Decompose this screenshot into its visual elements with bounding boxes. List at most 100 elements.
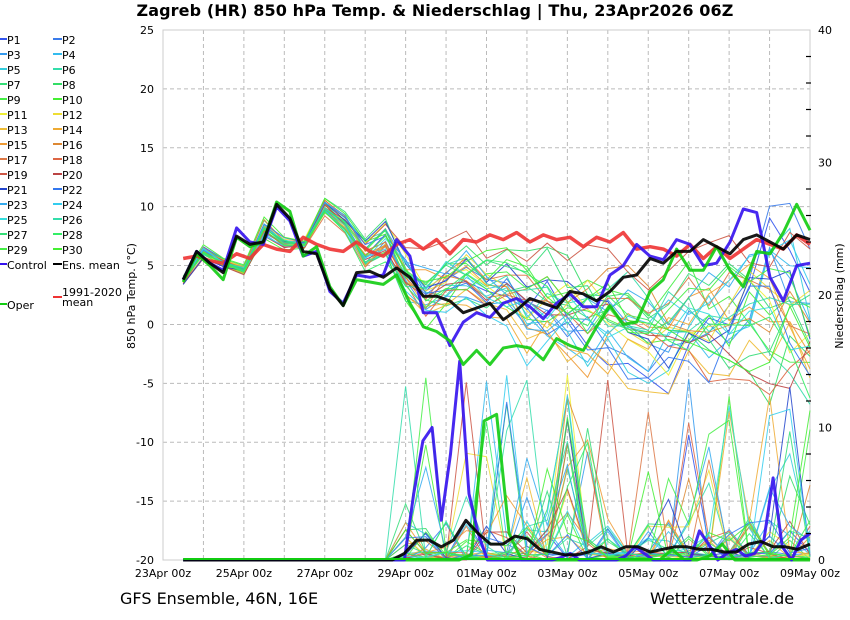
x-tick-label: 09May 00z xyxy=(780,567,840,580)
legend-item: Ens. mean xyxy=(53,259,120,271)
x-tick-label: 27Apr 00z xyxy=(297,567,354,580)
legend-swatch xyxy=(0,303,7,305)
member-precip-line xyxy=(183,380,811,561)
legend-item: P7 xyxy=(0,79,21,91)
legend-item: P29 xyxy=(0,244,28,256)
x-tick-label: 01May 00z xyxy=(456,567,516,580)
legend-item: P9 xyxy=(0,94,21,106)
ens-mean-temp-line xyxy=(181,202,811,322)
legend-label: Ens. mean xyxy=(62,258,120,272)
oper-temp-line xyxy=(181,200,812,366)
y-tick-label: 10 xyxy=(140,201,154,214)
member-temp-line xyxy=(182,208,811,367)
legend-item: P5 xyxy=(0,64,21,76)
legend-item: Control xyxy=(0,259,47,271)
chart-title: Zagreb (HR) 850 hPa Temp. & Niederschlag… xyxy=(136,1,734,20)
legend-swatch xyxy=(53,173,62,175)
legend-item: P13 xyxy=(0,124,28,136)
x-tick-label: 25Apr 00z xyxy=(216,567,273,580)
legend-item: P30 xyxy=(53,244,83,256)
legend-swatch xyxy=(53,263,62,265)
legend-swatch xyxy=(53,158,62,160)
member-temp-line xyxy=(182,198,811,346)
y-tick-label: -15 xyxy=(136,495,154,508)
y2-tick-label: 10 xyxy=(818,422,832,435)
x-tick-label: 07May 00z xyxy=(699,567,759,580)
legend-label: P18 xyxy=(62,153,83,167)
x-tick-label: 29Apr 00z xyxy=(377,567,434,580)
legend-item: P20 xyxy=(53,169,83,181)
legend-label: Oper xyxy=(7,298,34,312)
legend-label: P22 xyxy=(62,183,83,197)
legend-label: P11 xyxy=(7,108,28,122)
legend-swatch xyxy=(53,113,62,115)
legend-label: P9 xyxy=(7,93,21,107)
legend-item: P3 xyxy=(0,49,21,61)
member-temp-line xyxy=(182,203,811,389)
legend-item: P23 xyxy=(0,199,28,211)
x-axis: 23Apr 00z 25Apr 00z 27Apr 00z 29Apr 00z 01Ma… xyxy=(135,567,840,580)
legend-item: P25 xyxy=(0,214,28,226)
y-tick-label: 15 xyxy=(140,142,154,155)
legend-swatch xyxy=(53,68,62,70)
y2-tick-label: 30 xyxy=(818,157,832,170)
member-precip-line xyxy=(183,377,811,561)
legend-swatch xyxy=(0,233,7,235)
legend-swatch xyxy=(53,128,62,130)
legend-item: P19 xyxy=(0,169,28,181)
legend-item: P1 xyxy=(0,34,21,46)
legend-swatch xyxy=(0,218,7,220)
legend-swatch xyxy=(0,68,7,70)
legend-label: P2 xyxy=(62,33,76,47)
y-tick-label: -5 xyxy=(143,377,154,390)
x-tick-label: 05May 00z xyxy=(618,567,678,580)
legend-label: P29 xyxy=(7,243,28,257)
legend-label: P25 xyxy=(7,213,28,227)
legend-label: P21 xyxy=(7,183,28,197)
member-temp-line xyxy=(182,207,811,351)
legend-swatch xyxy=(53,233,62,235)
legend-label: P4 xyxy=(62,48,76,62)
legend-label: P7 xyxy=(7,78,21,92)
legend-item: P14 xyxy=(53,124,83,136)
x-tick-label: 23Apr 00z xyxy=(135,567,192,580)
legend-swatch xyxy=(0,248,7,250)
x-tick-label: 03May 00z xyxy=(537,567,597,580)
source-credit: Wetterzentrale.de xyxy=(650,589,795,608)
legend-swatch xyxy=(0,38,7,40)
legend-swatch xyxy=(0,173,7,175)
y-tick-label: 25 xyxy=(140,24,154,37)
member-temp-line xyxy=(182,209,811,369)
legend-swatch xyxy=(0,128,7,130)
legend-item: P26 xyxy=(53,214,83,226)
y2-tick-label: 40 xyxy=(818,24,832,37)
climatology-line xyxy=(182,230,812,265)
y2-axis-label: Niederschlag (mm) xyxy=(833,243,846,348)
legend-item: P8 xyxy=(53,79,76,91)
y-tick-label: 0 xyxy=(147,318,154,331)
legend-label: P13 xyxy=(7,123,28,137)
legend-swatch xyxy=(0,53,7,55)
legend-item: P6 xyxy=(53,64,76,76)
legend-swatch xyxy=(0,113,7,115)
legend-item: P22 xyxy=(53,184,83,196)
legend-item: P11 xyxy=(0,109,28,121)
legend-label: P30 xyxy=(62,243,83,257)
legend-label: P10 xyxy=(62,93,83,107)
legend-swatch xyxy=(53,188,62,190)
legend-item: P12 xyxy=(53,109,83,121)
legend-label: P23 xyxy=(7,198,28,212)
legend-swatch xyxy=(0,98,7,100)
legend-item: P27 xyxy=(0,229,28,241)
legend-item: P24 xyxy=(53,199,83,211)
member-temp-line xyxy=(182,211,811,399)
y-right-axis: 0 10 20 30 40 xyxy=(806,24,832,567)
legend-swatch xyxy=(53,143,62,145)
legend-swatch xyxy=(53,218,62,220)
ensemble-members xyxy=(182,197,811,562)
legend-item: Oper xyxy=(0,299,34,311)
legend-label: Control xyxy=(7,258,47,272)
legend-swatch xyxy=(0,188,7,190)
legend-item: 1991-2020 mean xyxy=(53,287,132,308)
